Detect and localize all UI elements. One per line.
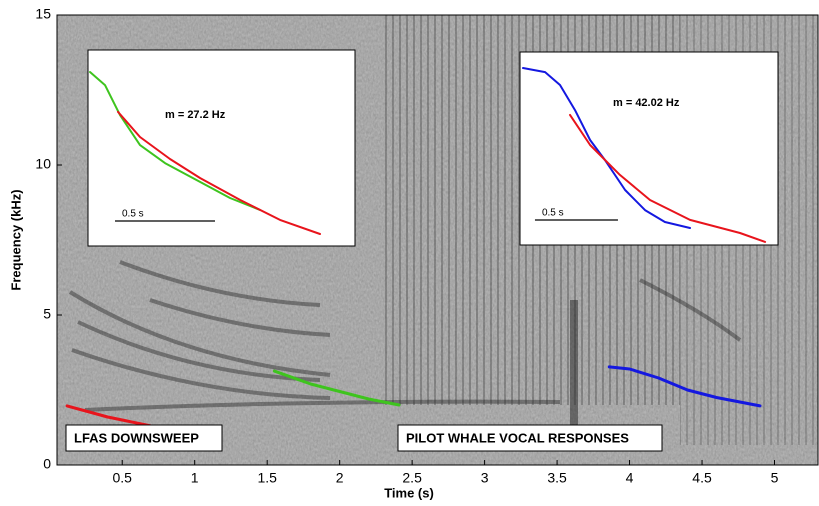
data-line xyxy=(607,365,762,408)
x-tick-label: 2.5 xyxy=(402,470,422,486)
plot-frame xyxy=(56,14,819,466)
x-tick-label: 4 xyxy=(626,470,634,486)
annotation: LFAS DOWNSWEEP xyxy=(74,430,199,445)
x-tick-label: 5 xyxy=(771,470,779,486)
x-tick-label: 1 xyxy=(191,470,199,486)
y-tick-label: 15 xyxy=(35,6,51,22)
data-line xyxy=(569,113,767,243)
y-tick-label: 10 xyxy=(35,156,51,172)
inset-annotation: m = 27.2 Hz xyxy=(165,109,226,121)
x-axis-label: Time (s) xyxy=(384,485,434,500)
y-tick-label: 5 xyxy=(43,306,51,322)
annotation: PILOT WHALE VOCAL RESPONSES xyxy=(406,430,629,445)
y-tick-label: 0 xyxy=(43,456,51,472)
data-line xyxy=(117,110,321,235)
x-tick-label: 4.5 xyxy=(692,470,712,486)
x-tick-label: 0.5 xyxy=(112,470,132,486)
scale-bar-label: 0.5 s xyxy=(122,209,144,220)
x-tick-label: 3.5 xyxy=(547,470,567,486)
data-line xyxy=(89,71,261,211)
inset xyxy=(87,49,356,247)
annotation-box xyxy=(397,424,663,452)
x-tick-label: 3 xyxy=(481,470,489,486)
annotation-box xyxy=(65,424,223,452)
y-axis-label: Frequency (kHz) xyxy=(8,189,23,290)
x-tick-label: 1.5 xyxy=(257,470,277,486)
data-line xyxy=(272,369,401,407)
scale-bar-label: 0.5 s xyxy=(542,208,564,219)
inset-annotation: m = 42.02 Hz xyxy=(613,97,680,109)
data-line xyxy=(522,67,691,229)
x-tick-label: 2 xyxy=(336,470,344,486)
